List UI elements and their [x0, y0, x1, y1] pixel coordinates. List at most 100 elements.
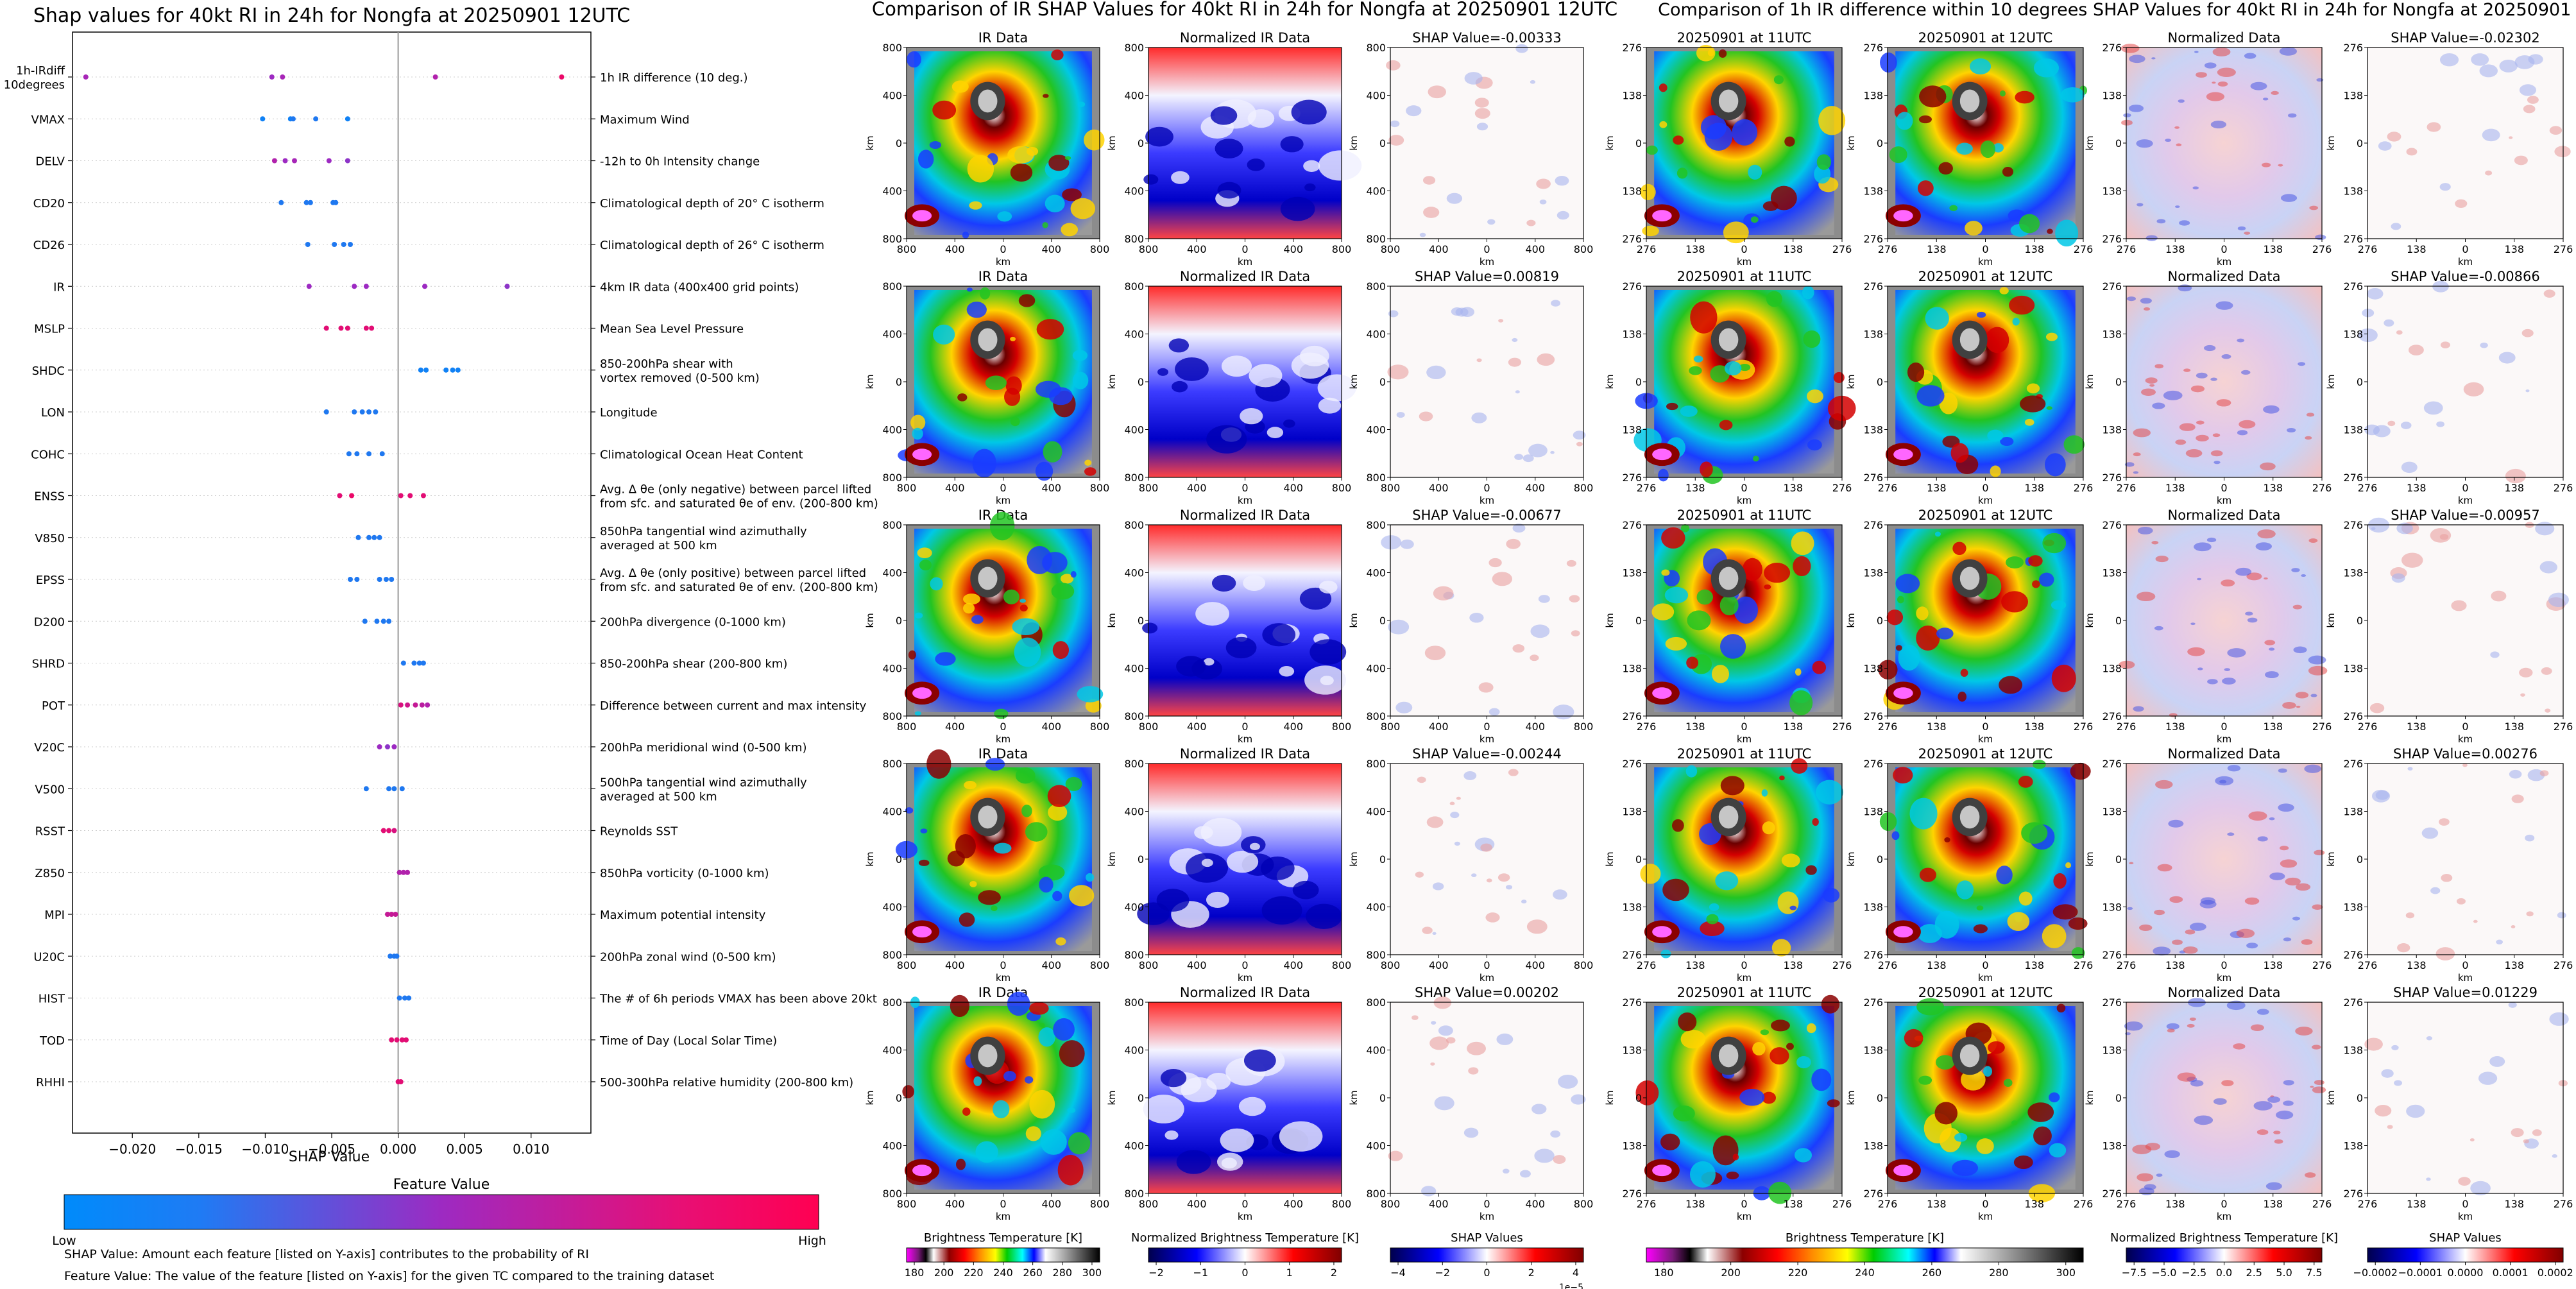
panel-title: Normalized IR Data — [1180, 269, 1310, 284]
normalized-diff-blob — [2177, 1072, 2196, 1082]
shap-point — [278, 200, 284, 205]
shap-blob — [2367, 287, 2384, 300]
panel-y-tick-label: 138 — [1863, 1045, 1883, 1057]
shap-blob — [2478, 1071, 2498, 1085]
cloud-blob — [1956, 142, 1973, 155]
cloud-blob — [1812, 817, 1819, 826]
panel-x-tick-label: 400 — [1187, 959, 1207, 971]
panel-x-axis-label: km — [2458, 1211, 2473, 1222]
shap-feature-description: The # of 6h periods VMAX has been above … — [599, 993, 877, 1006]
shap-feature-code: LON — [41, 406, 65, 420]
panel-title: Normalized Data — [2168, 985, 2281, 1000]
panel-x-tick-label: 400 — [1429, 1198, 1449, 1210]
shap-point — [290, 116, 296, 122]
cloud-blob — [1060, 574, 1074, 584]
panel-x-tick-label: 400 — [945, 959, 965, 971]
panel-x-tick-label: 800 — [1139, 721, 1159, 733]
shap-blob — [1446, 192, 1463, 204]
ir-field — [1654, 767, 1834, 952]
shap-point — [366, 534, 372, 540]
cloud-blob — [1018, 294, 1036, 307]
normalized-blob — [1206, 425, 1247, 454]
shap-point — [388, 953, 393, 959]
cloud-blob — [1680, 405, 1698, 417]
cloud-blob — [1891, 831, 1900, 841]
normalized-diff-blob — [2304, 764, 2321, 773]
panel-x-tick-label: 0 — [1741, 1198, 1747, 1210]
panel-x-tick-label: 400 — [1187, 1198, 1207, 1210]
panel-x-tick-label: 800 — [1332, 1198, 1352, 1210]
cloud-blob — [1086, 873, 1095, 882]
cloud-blob — [1077, 101, 1086, 108]
shap-blob — [2527, 96, 2539, 104]
panel-title: 20250901 at 12UTC — [1918, 269, 2053, 284]
shap-blob — [1463, 1127, 1479, 1138]
shap-blob — [2387, 132, 2401, 142]
panel-x-tick-label: 0 — [1483, 243, 1490, 255]
shap-blob — [1456, 796, 1461, 800]
shap-feature-description: 850hPa tangential wind azimuthally — [600, 525, 807, 538]
normalized-diff-blob — [2215, 776, 2234, 786]
cloud-blob — [1895, 645, 1902, 651]
panel-y-tick-label: 138 — [2102, 1140, 2122, 1152]
panel-x-tick-label: 0 — [2462, 1198, 2468, 1210]
corner-feature-core — [1893, 448, 1913, 461]
panel-y-axis-label: km — [1348, 1090, 1360, 1105]
panel-x-tick-label: 138 — [1783, 1198, 1803, 1210]
cloud-blob — [1003, 589, 1019, 604]
feature-value-high-label: High — [798, 1234, 826, 1248]
panel-x-tick-label: 0 — [1483, 482, 1490, 494]
panel-y-tick-label: 800 — [1366, 472, 1386, 484]
normalized-blob — [1215, 139, 1243, 158]
panel-y-axis-label: km — [1845, 613, 1857, 627]
cloud-blob — [2063, 435, 2085, 454]
panel-title: 20250901 at 11UTC — [1677, 985, 1812, 1000]
normalized-diff-blob — [2154, 626, 2163, 631]
colorbar-tick-label: 300 — [1082, 1267, 1102, 1279]
shap-blob — [1423, 207, 1440, 218]
normalized-diff-blob — [2265, 1182, 2282, 1190]
cloud-blob — [2020, 395, 2046, 413]
cloud-blob — [1909, 798, 1938, 830]
cloud-blob — [966, 302, 987, 318]
shap-blob — [1486, 878, 1492, 883]
panel-y-axis-label: km — [1845, 1090, 1857, 1105]
panel-x-tick-label: 276 — [1832, 959, 1852, 971]
panel-y-tick-label: 138 — [2343, 90, 2363, 102]
shap-blob — [2525, 389, 2530, 393]
shap-blob — [1434, 1096, 1454, 1111]
shap-blob — [1530, 80, 1536, 84]
cloud-blob — [1793, 556, 1811, 577]
panel-x-tick-label: 800 — [897, 243, 917, 255]
normalized-diff-blob — [2227, 765, 2241, 772]
shap-notes: SHAP Value: Amount each feature [listed … — [64, 1243, 714, 1287]
panel-y-axis-label: km — [1604, 135, 1616, 150]
image-panel-normdiff: Normalized Data2762761381380013813827627… — [2084, 30, 2332, 268]
normalized-diff-blob — [2257, 836, 2268, 842]
cloud-blob — [1807, 389, 1823, 404]
cloud-blob — [1976, 905, 1984, 910]
cloud-blob — [1760, 1029, 1770, 1036]
cloud-blob — [1996, 866, 2013, 885]
normalized-blob — [1175, 357, 1209, 381]
cloud-blob — [1919, 867, 1936, 882]
panel-x-tick-label: 800 — [1332, 243, 1352, 255]
colorbar-tick-label: 4 — [1573, 1267, 1579, 1279]
panel-x-tick-label: 276 — [1878, 1198, 1898, 1210]
cloud-blob — [1042, 552, 1068, 574]
panel-title: 20250901 at 12UTC — [1918, 985, 2053, 1000]
cloud-blob — [1918, 1075, 1932, 1085]
shap-blob — [1536, 178, 1551, 189]
panel-y-tick-label: 138 — [2343, 806, 2363, 818]
normalized-blob — [1240, 407, 1263, 425]
shap-feature-description: Climatological Ocean Heat Content — [600, 448, 803, 461]
cloud-blob — [1062, 188, 1082, 201]
panel-y-tick-label: 0 — [2115, 1092, 2122, 1104]
panel-y-tick-label: 276 — [2343, 949, 2363, 961]
cloud-blob — [1673, 135, 1684, 145]
normalized-diff-blob — [2128, 105, 2144, 112]
cloud-blob — [1938, 162, 1953, 175]
shap-feature-description: Time of Day (Local Solar Time) — [599, 1034, 777, 1048]
cloud-blob — [2028, 555, 2043, 567]
normalized-diff-blob — [2163, 390, 2183, 400]
